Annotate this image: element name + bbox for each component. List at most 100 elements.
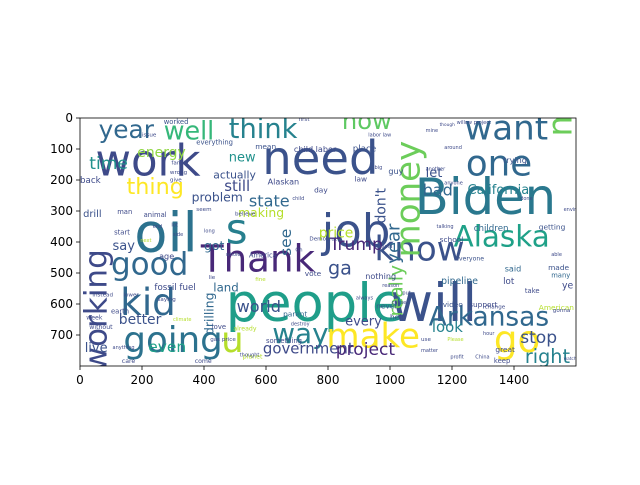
word-113: first	[299, 117, 311, 123]
word-62: drill	[83, 209, 102, 220]
word-101: something	[266, 337, 302, 345]
word-34: ga	[328, 257, 352, 280]
word-92: mean	[255, 142, 276, 151]
word-139: another	[426, 167, 446, 173]
word-136: Oh	[295, 247, 302, 253]
word-121: climate	[173, 317, 192, 323]
word-124: side	[173, 232, 183, 238]
x-tick-label-6: 1200	[437, 373, 468, 387]
word-42: still	[224, 177, 250, 195]
word-32: right	[525, 345, 571, 368]
x-tick-label-0: 0	[76, 373, 84, 387]
word-138: talking	[437, 224, 454, 230]
word-116: give	[170, 178, 182, 184]
word-8: much	[540, 41, 580, 136]
word-88: trying	[503, 155, 527, 165]
word-20: working	[78, 249, 114, 372]
word-157: child	[292, 196, 304, 202]
y-tick-label-1: 100	[50, 142, 73, 156]
word-96: man	[117, 208, 132, 216]
word-105: already	[233, 325, 256, 332]
word-84: video	[443, 300, 464, 309]
word-149: done	[520, 196, 532, 202]
word-151: environment	[564, 207, 596, 213]
word-148: hour	[483, 331, 495, 337]
word-30: go	[494, 317, 540, 361]
word-74: Alaskan	[268, 177, 300, 187]
word-55: government	[263, 340, 354, 358]
x-tick-label-7: 1400	[499, 373, 530, 387]
word-89: great	[495, 345, 515, 354]
word-160: thought	[240, 353, 260, 359]
word-117: seem	[196, 207, 211, 213]
word-36: really	[386, 265, 407, 316]
word-83: help	[390, 313, 406, 322]
word-137: Democrat	[309, 236, 337, 242]
y-tick-label-5: 500	[50, 266, 73, 280]
word-86: everyone	[455, 256, 484, 263]
word-91: American	[539, 303, 574, 312]
word-cloud-words: yearwellthinknowwantworkneedonemuchtimee…	[78, 41, 596, 372]
word-154: willow project	[457, 120, 491, 126]
word-11: thing	[127, 174, 184, 200]
word-118: believe	[235, 212, 256, 218]
word-97: animal	[144, 211, 167, 219]
word-38: bad	[423, 181, 453, 200]
word-125: lot	[171, 223, 177, 229]
word-112: issue	[142, 133, 157, 139]
word-50: say	[113, 239, 136, 254]
word-45: actually	[213, 168, 256, 181]
word-131: cause	[392, 300, 407, 306]
word-35: price	[319, 225, 354, 241]
word-47: got	[204, 238, 224, 253]
word-106: planet	[243, 353, 263, 360]
word-56: project	[336, 340, 396, 360]
word-40: California	[468, 183, 530, 198]
word-51: better	[119, 312, 162, 328]
word-53: live	[85, 341, 108, 356]
y-tick-label-2: 200	[50, 173, 73, 187]
x-tick-label-5: 1000	[375, 373, 406, 387]
word-126: long	[204, 229, 215, 235]
word-94: everything	[196, 138, 233, 146]
y-tick-label-0: 0	[65, 111, 73, 125]
word-41: state	[249, 191, 290, 210]
word-28: make	[326, 316, 420, 356]
word-59: land	[213, 281, 238, 295]
word-1: well	[164, 116, 215, 146]
word-73: vote	[305, 269, 322, 278]
word-146: China	[475, 354, 489, 360]
word-129: whole	[226, 252, 241, 258]
word-85: support	[469, 300, 497, 309]
word-120: saying	[158, 297, 177, 303]
word-104: change	[485, 305, 506, 311]
word-25: going	[123, 320, 222, 361]
word-69: many	[551, 272, 570, 280]
word-16: Alaska	[454, 220, 550, 254]
word-61: fossil fuel	[154, 283, 195, 293]
word-90: keep	[494, 357, 510, 365]
word-12: Biden	[415, 168, 556, 226]
y-tick-label-3: 300	[50, 204, 73, 218]
word-122: lie	[209, 275, 216, 281]
y-tick-label-6: 600	[50, 297, 73, 311]
word-17: Thank	[200, 236, 316, 280]
word-98: start	[114, 228, 130, 236]
word-46: making	[238, 205, 284, 220]
y-tick-label-7: 700	[50, 328, 73, 342]
word-6: need	[262, 131, 378, 185]
word-127: end	[153, 224, 162, 230]
word-54: world	[237, 297, 281, 316]
word-33: Trump	[329, 235, 383, 255]
word-7: one	[466, 143, 532, 184]
word-102: America	[249, 252, 277, 260]
y-axis: 0 100 200 300 400 500 600 700	[50, 111, 80, 342]
word-23: will	[390, 273, 477, 334]
word-2: think	[229, 114, 298, 145]
word-27: way	[272, 317, 328, 350]
word-80: school	[440, 235, 464, 244]
word-87: getting	[539, 223, 566, 232]
y-tick-label-4: 400	[50, 235, 73, 249]
word-150: watching	[564, 356, 584, 362]
